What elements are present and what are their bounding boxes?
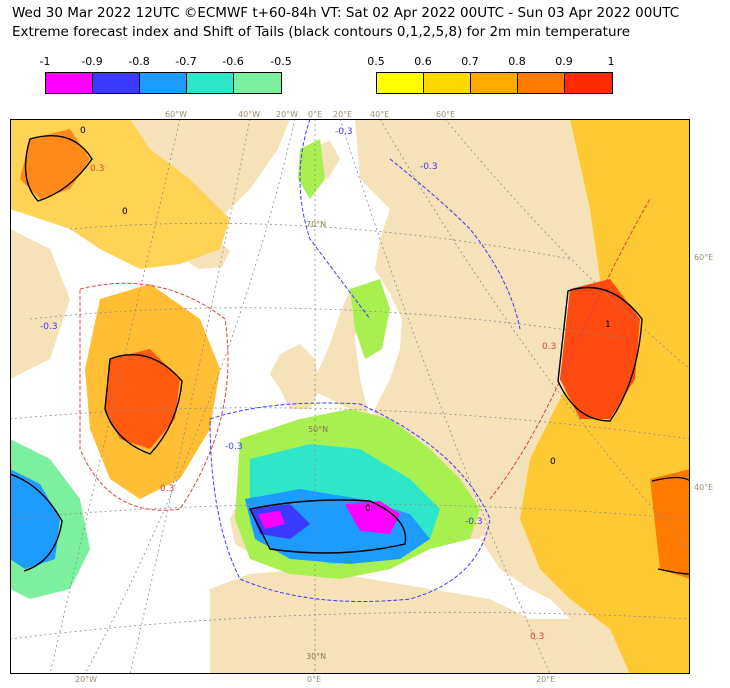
contour-label-negative: -0.3 <box>335 127 353 137</box>
legend-cold-label: -1 <box>39 55 51 68</box>
parallel-50n <box>10 407 690 440</box>
sot-label: 0 <box>365 504 371 514</box>
legend-warm-label: 0.5 <box>367 55 385 68</box>
lon-label-bottom: 0°E <box>307 675 322 684</box>
legend-warm-swatch <box>377 73 424 93</box>
legend-cold-labels: -1 -0.9 -0.8 -0.7 -0.6 -0.5 <box>40 55 329 69</box>
legend-warm-swatch <box>565 73 612 93</box>
contour-label-negative: -0.3 <box>465 517 483 527</box>
legend-warm-label: 0.8 <box>508 55 526 68</box>
parallel-30n <box>10 611 690 640</box>
lon-label-top: 0°E <box>308 110 323 119</box>
warm-area-east-core <box>650 469 690 579</box>
meridian-20w <box>84 119 296 674</box>
cold-area-norway-sea <box>298 139 325 199</box>
legend-warm: 0.5 0.6 0.7 0.8 0.9 1 <box>367 55 616 95</box>
land-north-america <box>10 229 70 379</box>
legend-cold-label: -0.9 <box>81 55 103 68</box>
contour-label-positive: 0.3 <box>542 342 556 352</box>
contour-negative <box>299 119 371 320</box>
legend-warm-labels: 0.5 0.6 0.7 0.8 0.9 1 <box>367 55 616 69</box>
graticule <box>10 119 690 674</box>
lat-label-right: 60°E <box>694 253 714 262</box>
legend-warm-swatch <box>518 73 565 93</box>
sot-contour <box>104 353 183 455</box>
meridian-60w <box>49 119 181 674</box>
legend-warm-label: 0.6 <box>414 55 432 68</box>
legend-cold-swatch <box>46 73 93 93</box>
contour-negative <box>209 402 491 602</box>
legend-cold-label: -0.5 <box>270 55 292 68</box>
lon-label-top: 20°W <box>276 110 299 119</box>
legend-cold-swatch <box>234 73 281 93</box>
lon-label-top: 60°W <box>165 110 188 119</box>
legend-warm-label: 1 <box>607 55 615 68</box>
sot-label: 0 <box>122 207 128 217</box>
parallel-40n <box>10 503 690 520</box>
land-british-isles <box>270 344 320 409</box>
lon-label-bottom: 20°W <box>75 675 98 684</box>
lat-label: 50°N <box>308 425 328 434</box>
lon-label-top: 20°E <box>333 110 353 119</box>
sot-contours <box>10 135 690 575</box>
contour-label-positive: 0.3 <box>90 164 104 174</box>
lon-label-top: 60°E <box>436 110 456 119</box>
legend-cold-label: -0.6 <box>222 55 244 68</box>
legend-cold-swatch <box>93 73 140 93</box>
efi-contours <box>79 119 651 602</box>
sot-contour <box>24 135 93 202</box>
contour-label-negative: -0.3 <box>225 442 243 452</box>
sot-contour <box>248 499 407 554</box>
land-north-africa <box>210 569 610 674</box>
forecast-map: 0.3 0.3 0.3 0.3 -0.3 -0.3 -0.3 -0.3 -0.3… <box>10 119 690 674</box>
meridian-20e <box>339 119 551 674</box>
meridian-40e <box>379 119 690 550</box>
sot-contour <box>651 476 690 575</box>
parallel-60n <box>29 307 631 340</box>
legend-warm-label: 0.9 <box>555 55 573 68</box>
contour-label-positive: 0.3 <box>160 484 174 494</box>
legend-cold: -1 -0.9 -0.8 -0.7 -0.6 -0.5 <box>40 55 329 95</box>
lat-label-right: 40°E <box>694 483 714 492</box>
contour-positive <box>489 198 651 500</box>
sot-label: 0 <box>80 126 86 136</box>
sot-label: 1 <box>605 320 611 330</box>
cold-area-extreme-2 <box>258 511 285 529</box>
contour-label-positive: 0.3 <box>530 632 544 642</box>
legend-warm-swatch <box>424 73 471 93</box>
legend-cold-label: -0.7 <box>175 55 197 68</box>
legend-cold-swatch <box>140 73 187 93</box>
contour-label-negative: -0.3 <box>420 162 438 172</box>
lon-label-bottom: 20°E <box>536 675 556 684</box>
sot-contour <box>10 473 63 572</box>
cold-area-atlantic-core <box>10 469 60 569</box>
warm-anomalies <box>10 119 690 674</box>
lon-label-top: 40°E <box>370 110 390 119</box>
graticule-labels: 60°W 70°N 50°N 30°N <box>306 220 328 661</box>
legend-cold-label: -0.8 <box>128 55 150 68</box>
meridian-60e <box>444 119 690 370</box>
warm-area-russia-core <box>560 279 640 419</box>
warm-area-atlantic-core <box>105 349 180 449</box>
parallel-70n <box>69 222 571 260</box>
sot-label: 0 <box>550 457 556 467</box>
map-frame <box>10 119 690 674</box>
lat-label: 30°N <box>306 652 326 661</box>
legend-warm-label: 0.7 <box>461 55 479 68</box>
legend-cold-colorbar <box>45 72 282 94</box>
map-title: Wed 30 Mar 2022 12UTC ©ECMWF t+60-84h VT… <box>12 5 680 21</box>
contour-positive <box>79 282 229 511</box>
contour-value-labels: 0.3 0.3 0.3 0.3 -0.3 -0.3 -0.3 -0.3 -0.3… <box>40 126 611 642</box>
legend-cold-swatch <box>187 73 234 93</box>
sot-contour <box>557 286 643 422</box>
lon-label-top: 40°W <box>238 110 261 119</box>
legend-warm-colorbar <box>376 72 613 94</box>
contour-negative <box>389 158 521 330</box>
map-subtitle: Extreme forecast index and Shift of Tail… <box>12 24 631 40</box>
lat-label: 70°N <box>306 220 326 229</box>
legend-warm-swatch <box>471 73 518 93</box>
contour-label-negative: -0.3 <box>40 322 58 332</box>
